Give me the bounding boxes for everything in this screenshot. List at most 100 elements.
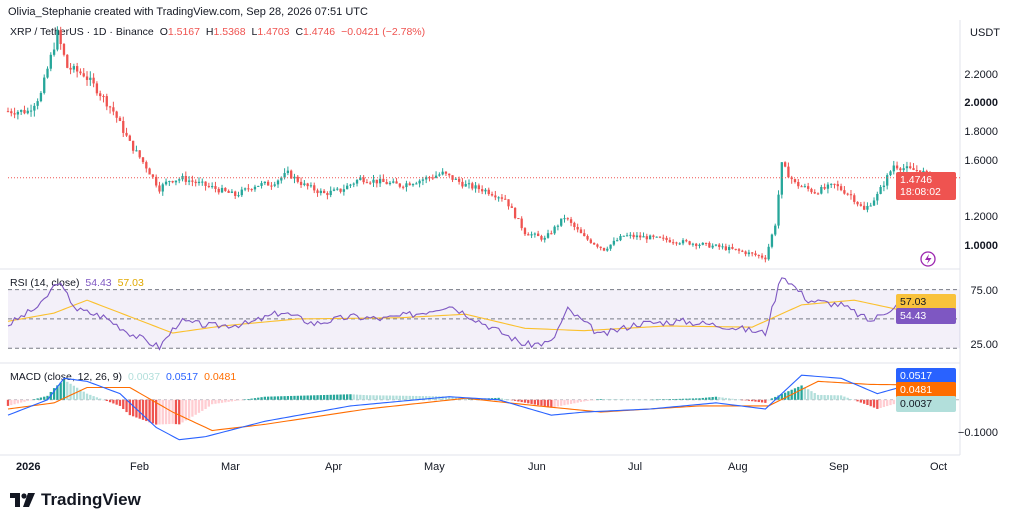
candle-body <box>418 180 421 184</box>
macd-legend: MACD (close, 12, 26, 9) 0.0037 0.0517 0.… <box>10 371 239 383</box>
macd-histogram-bar <box>625 399 629 400</box>
macd-histogram-bar <box>415 395 418 400</box>
macd-histogram-bar <box>75 387 79 400</box>
macd-histogram-bar <box>688 398 691 400</box>
macd-histogram-bar <box>711 397 714 400</box>
macd-histogram-bar <box>237 399 240 401</box>
tradingview-logo[interactable]: TradingView <box>10 490 141 510</box>
candle-body <box>797 181 800 187</box>
candle-body <box>454 178 457 180</box>
macd-histogram-bar <box>846 397 849 400</box>
macd-histogram-bar <box>731 398 734 400</box>
macd-histogram-bar <box>164 399 168 425</box>
candle-body <box>553 226 556 234</box>
candle-body <box>477 185 481 190</box>
candle-body <box>401 186 405 188</box>
candle-body <box>662 237 665 239</box>
macd-histogram-bar <box>197 399 201 413</box>
candle-body <box>332 189 336 191</box>
candle-body <box>586 236 589 240</box>
macd-histogram-bar <box>616 399 619 400</box>
candle-body <box>849 194 853 196</box>
macd-histogram-bar <box>701 397 704 400</box>
macd-histogram-bar <box>619 399 622 400</box>
candle-body <box>13 113 16 115</box>
candle-body <box>428 177 431 179</box>
candle-body <box>862 205 866 210</box>
candle-body <box>517 218 520 220</box>
candle-body <box>757 255 760 257</box>
candle-body <box>639 235 642 238</box>
macd-histogram-bar <box>879 399 882 408</box>
macd-histogram-bar <box>217 399 220 404</box>
macd-histogram-bar <box>6 399 10 406</box>
macd-histogram-bar <box>346 394 349 400</box>
candle-body <box>886 175 889 186</box>
macd-histogram-bar <box>783 392 787 400</box>
macd-histogram-bar <box>872 399 876 408</box>
symbol-label[interactable]: XRP / TetherUS · 1D · Binance <box>10 26 154 38</box>
last-price-value: 1.4746 <box>900 174 933 186</box>
macd-histogram-bar <box>99 398 102 400</box>
candle-body <box>839 186 843 191</box>
candle-body <box>520 218 523 229</box>
candle-body <box>62 44 66 55</box>
candle-body <box>915 170 918 172</box>
macd-histogram-bar <box>780 394 783 400</box>
candle-body <box>645 236 648 240</box>
macd-histogram-bar <box>635 399 639 401</box>
macd-histogram-bar <box>629 399 632 400</box>
price-tick-2.0: 2.0000 <box>964 97 998 109</box>
candle-body <box>889 171 892 176</box>
candle-body <box>444 171 448 174</box>
candle-body <box>243 188 247 190</box>
candle-body <box>23 109 26 114</box>
candle-body <box>388 182 392 185</box>
macd-histogram-bar <box>349 394 352 400</box>
open-value: 1.5167 <box>167 26 200 38</box>
candle-body <box>922 170 925 173</box>
candle-body <box>540 236 543 240</box>
macd-histogram-bar <box>461 398 464 400</box>
candle-body <box>392 181 395 183</box>
macd-histogram-bar <box>280 396 283 400</box>
candle-body <box>296 176 299 182</box>
macd-histogram-bar <box>757 399 760 403</box>
macd-histogram-bar <box>708 397 711 400</box>
macd-histogram-bar <box>793 388 797 400</box>
candle-body <box>655 236 658 238</box>
candle-body <box>737 249 741 251</box>
macd-histogram-bar <box>718 397 721 400</box>
macd-histogram-bar <box>869 399 872 407</box>
candle-body <box>665 237 668 241</box>
candle-body <box>122 120 125 133</box>
candle-body <box>695 243 698 246</box>
macd-histogram-bar <box>517 399 520 402</box>
candle-body <box>151 174 155 177</box>
macd-histogram-bar <box>161 399 164 425</box>
macd-histogram-bar <box>678 398 681 400</box>
candle-body <box>359 177 362 181</box>
candle-body <box>609 244 612 249</box>
candle-body <box>131 140 135 151</box>
candle-body <box>635 235 639 238</box>
candle-body <box>546 233 550 238</box>
macd-histogram-bar <box>411 395 415 400</box>
candle-body <box>293 176 296 179</box>
candle-body <box>270 185 273 187</box>
candle-body <box>408 183 411 186</box>
chart-header: Olivia_Stephanie created with TradingVie… <box>8 6 368 18</box>
macd-histogram-bar <box>118 399 122 406</box>
macd-histogram-bar <box>892 399 895 405</box>
macd-histogram-bar <box>181 399 184 423</box>
macd-label[interactable]: MACD (close, 12, 26, 9) <box>10 371 123 383</box>
candle-body <box>438 174 441 176</box>
candle-body <box>214 186 217 189</box>
candle-body <box>504 198 507 200</box>
candle-body <box>372 179 375 183</box>
macd-histogram-bar <box>266 396 270 400</box>
macd-histogram-bar <box>622 399 625 400</box>
candle-body <box>652 235 655 237</box>
macd-histogram-bar <box>849 398 853 400</box>
